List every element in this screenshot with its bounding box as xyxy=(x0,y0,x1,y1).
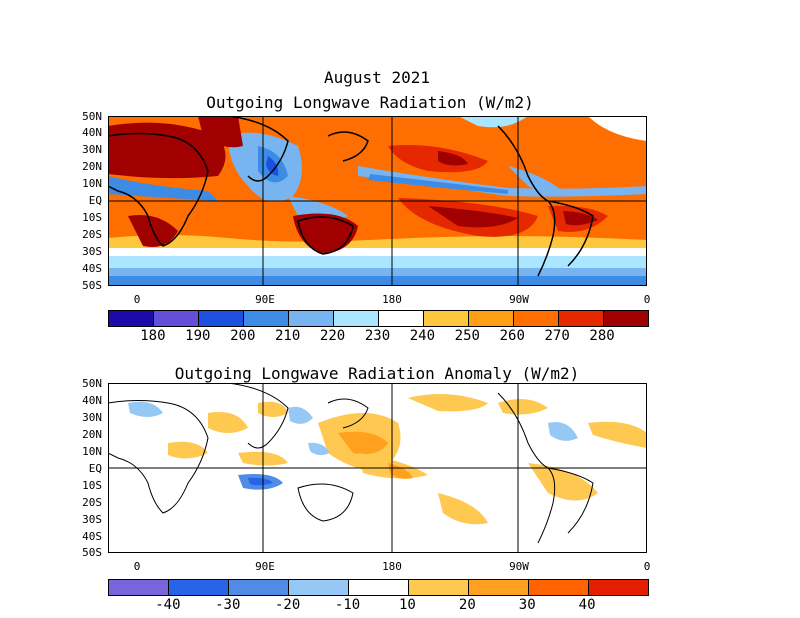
lat-label: 10N xyxy=(82,445,102,458)
lat-label: 30S xyxy=(82,245,102,258)
colorbar-segment xyxy=(559,311,604,326)
lon-label: 0 xyxy=(643,560,651,573)
colorbar-segment xyxy=(289,311,334,326)
lat-label: 40N xyxy=(82,126,102,139)
colorbar-segment xyxy=(199,311,244,326)
colorbar-label: 250 xyxy=(454,328,480,344)
colorbar-label: 30 xyxy=(518,597,536,613)
colorbar-label: -40 xyxy=(155,597,181,613)
colorbar-label: 10 xyxy=(399,597,416,613)
lon-label: 0 xyxy=(133,293,141,306)
colorbar-label: 270 xyxy=(544,328,570,344)
lat-label: EQ xyxy=(88,194,102,207)
colorbar-label: 20 xyxy=(458,597,476,613)
colorbar-segment xyxy=(109,580,169,595)
lat-label: 20N xyxy=(82,428,102,441)
colorbar-label: 230 xyxy=(364,328,391,344)
panel2-title: Outgoing Longwave Radiation Anomaly (W/m… xyxy=(174,364,580,383)
lat-label: 30N xyxy=(82,411,102,424)
colorbar-label: 210 xyxy=(275,328,301,344)
colorbar-olr xyxy=(108,310,649,327)
lon-label: 90E xyxy=(255,293,275,306)
colorbar-segment xyxy=(514,311,559,326)
colorbar-anomaly xyxy=(108,579,649,596)
colorbar-label: 260 xyxy=(499,328,525,344)
lat-label: 50N xyxy=(82,377,102,390)
colorbar-segment xyxy=(589,580,648,595)
lat-label: 10S xyxy=(82,211,102,224)
colorbar-label: 190 xyxy=(185,328,211,344)
colorbar-segment xyxy=(529,580,589,595)
lon-label: 180 xyxy=(382,293,402,306)
colorbar-segment xyxy=(379,311,424,326)
colorbar-segment xyxy=(604,311,648,326)
colorbar-segment xyxy=(154,311,199,326)
colorbar-label: -10 xyxy=(334,597,361,613)
colorbar-label: 40 xyxy=(578,597,596,613)
lat-label: 30N xyxy=(82,143,102,156)
lat-label: 10S xyxy=(82,479,102,492)
colorbar-segment xyxy=(424,311,469,326)
colorbar-label: 240 xyxy=(409,328,436,344)
colorbar-label: 280 xyxy=(589,328,615,344)
figure-title: August 2021 xyxy=(324,68,430,87)
lat-label: 30S xyxy=(82,513,102,526)
colorbar-label: -20 xyxy=(275,597,301,613)
colorbar-label: -30 xyxy=(215,597,241,613)
colorbar-segment xyxy=(244,311,289,326)
colorbar-segment xyxy=(334,311,379,326)
lat-label: 40N xyxy=(82,394,102,407)
lat-label: 40S xyxy=(82,262,102,275)
lon-label: 0 xyxy=(133,560,141,573)
lat-label: 50S xyxy=(82,279,102,292)
lat-label: 20N xyxy=(82,160,102,173)
olr-anomaly-map xyxy=(108,383,647,553)
colorbar-segment xyxy=(169,580,229,595)
colorbar-label: 180 xyxy=(140,328,166,344)
colorbar-segment xyxy=(109,311,154,326)
lon-label: 90E xyxy=(255,560,275,573)
colorbar-segment xyxy=(349,580,409,595)
lat-label: EQ xyxy=(88,462,102,475)
lat-label: 20S xyxy=(82,496,102,509)
colorbar-segment xyxy=(469,311,514,326)
colorbar-segment xyxy=(469,580,529,595)
colorbar-segment xyxy=(409,580,469,595)
lat-label: 20S xyxy=(82,228,102,241)
lat-label: 50N xyxy=(82,110,102,123)
colorbar-label: 220 xyxy=(319,328,346,344)
lon-label: 90W xyxy=(509,293,529,306)
colorbar-segment xyxy=(229,580,289,595)
lon-label: 0 xyxy=(643,293,651,306)
panel1-title: Outgoing Longwave Radiation (W/m2) xyxy=(206,93,534,112)
lon-label: 180 xyxy=(382,560,402,573)
olr-map xyxy=(108,116,647,286)
lon-label: 90W xyxy=(509,560,529,573)
lat-label: 50S xyxy=(82,546,102,559)
colorbar-segment xyxy=(289,580,349,595)
colorbar-label: 200 xyxy=(230,328,256,344)
lat-label: 10N xyxy=(82,177,102,190)
lat-label: 40S xyxy=(82,530,102,543)
